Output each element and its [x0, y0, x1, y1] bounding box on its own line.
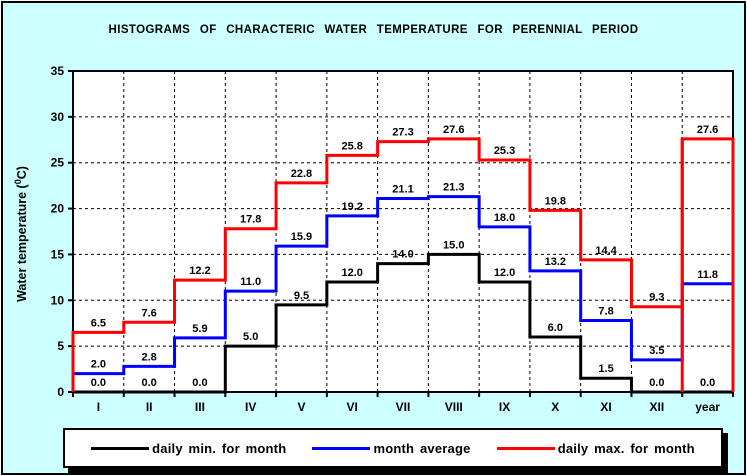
svg-text:VII: VII — [396, 400, 411, 414]
svg-text:5: 5 — [57, 339, 64, 353]
svg-text:5.9: 5.9 — [192, 323, 207, 335]
svg-text:6.5: 6.5 — [91, 317, 106, 329]
svg-text:20: 20 — [51, 202, 65, 216]
svg-text:12.0: 12.0 — [342, 267, 363, 279]
svg-text:12.2: 12.2 — [189, 265, 210, 277]
legend-item-daily-min: daily min. for month — [91, 441, 286, 456]
svg-text:II: II — [146, 400, 153, 414]
svg-text:13.2: 13.2 — [545, 256, 566, 268]
svg-text:11.0: 11.0 — [240, 276, 261, 288]
svg-text:V: V — [297, 400, 305, 414]
svg-text:5.0: 5.0 — [243, 331, 258, 343]
legend-label: month average — [373, 440, 471, 456]
svg-text:7.8: 7.8 — [598, 305, 613, 317]
svg-text:15: 15 — [51, 247, 65, 261]
svg-text:15.0: 15.0 — [443, 239, 464, 251]
svg-text:6.0: 6.0 — [548, 322, 563, 334]
svg-text:I: I — [97, 400, 100, 414]
svg-text:IV: IV — [245, 400, 256, 414]
svg-text:27.6: 27.6 — [443, 124, 464, 136]
svg-text:27.3: 27.3 — [392, 127, 413, 139]
svg-text:15.9: 15.9 — [291, 231, 312, 243]
svg-text:25.3: 25.3 — [494, 145, 515, 157]
legend-label: daily max. for month — [557, 440, 695, 456]
svg-text:VI: VI — [347, 400, 358, 414]
svg-text:0.0: 0.0 — [91, 377, 106, 389]
svg-text:25: 25 — [51, 156, 65, 170]
svg-text:2.8: 2.8 — [142, 351, 157, 363]
svg-text:25.8: 25.8 — [342, 140, 363, 152]
svg-text:12.0: 12.0 — [494, 267, 515, 279]
svg-text:XII: XII — [650, 400, 665, 414]
legend-line-sample-blue — [312, 446, 371, 450]
svg-text:III: III — [195, 400, 205, 414]
svg-text:21.1: 21.1 — [392, 183, 413, 195]
legend-line-sample-black — [91, 446, 150, 450]
svg-text:7.6: 7.6 — [142, 307, 157, 319]
svg-text:21.3: 21.3 — [443, 182, 464, 194]
svg-text:X: X — [551, 400, 559, 414]
svg-text:22.8: 22.8 — [291, 168, 312, 180]
svg-text:27.6: 27.6 — [697, 124, 718, 136]
svg-text:2.0: 2.0 — [91, 359, 106, 371]
svg-text:35: 35 — [51, 64, 65, 78]
svg-text:0.0: 0.0 — [700, 377, 715, 389]
svg-text:3.5: 3.5 — [649, 345, 664, 357]
svg-text:0.0: 0.0 — [142, 377, 157, 389]
svg-text:VIII: VIII — [445, 400, 463, 414]
svg-text:11.8: 11.8 — [697, 269, 718, 281]
legend-label: daily min. for month — [152, 440, 287, 456]
svg-text:year: year — [695, 400, 720, 414]
svg-text:9.5: 9.5 — [294, 290, 309, 302]
svg-text:9.3: 9.3 — [649, 292, 664, 304]
legend-line-sample-red — [496, 446, 555, 450]
svg-text:XI: XI — [600, 400, 611, 414]
svg-text:30: 30 — [51, 110, 65, 124]
svg-text:10: 10 — [51, 293, 65, 307]
svg-text:18.0: 18.0 — [494, 212, 515, 224]
svg-text:0.0: 0.0 — [649, 377, 664, 389]
legend: daily min. for month month average daily… — [63, 428, 723, 468]
svg-text:17.8: 17.8 — [240, 214, 261, 226]
chart-title: HISTOGRAMS OF CHARACTERIC WATER TEMPERAT… — [108, 24, 639, 36]
svg-text:19.2: 19.2 — [342, 201, 363, 213]
svg-text:1.5: 1.5 — [598, 363, 613, 375]
legend-item-daily-max: daily max. for month — [496, 440, 695, 456]
svg-text:19.8: 19.8 — [545, 195, 566, 207]
svg-text:IX: IX — [499, 400, 510, 414]
svg-text:0: 0 — [57, 385, 64, 399]
svg-text:0.0: 0.0 — [192, 377, 207, 389]
legend-item-month-average: month average — [312, 441, 470, 456]
svg-text:14.4: 14.4 — [595, 245, 617, 257]
svg-text:14.0: 14.0 — [392, 249, 413, 261]
